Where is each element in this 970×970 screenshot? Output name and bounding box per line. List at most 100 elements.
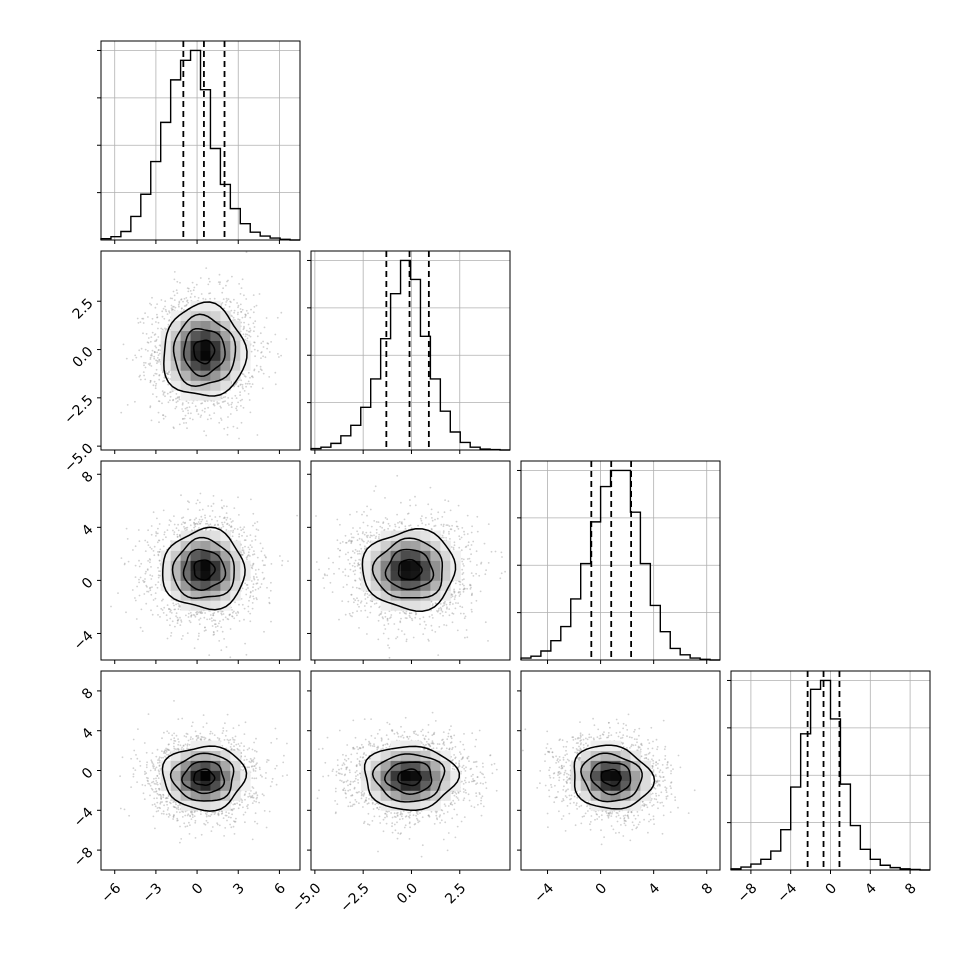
data-point bbox=[410, 527, 413, 529]
data-point bbox=[394, 525, 397, 528]
data-point bbox=[241, 553, 244, 556]
data-point bbox=[167, 383, 170, 386]
density-cell bbox=[210, 310, 221, 321]
data-point bbox=[408, 524, 410, 527]
data-point bbox=[153, 355, 156, 358]
data-point bbox=[171, 390, 174, 393]
data-point bbox=[230, 526, 233, 528]
data-point bbox=[226, 426, 229, 429]
density-cell bbox=[230, 360, 241, 371]
data-point bbox=[318, 568, 320, 571]
data-point bbox=[342, 571, 344, 573]
data-point bbox=[123, 563, 126, 566]
data-point bbox=[238, 533, 241, 536]
density-cell bbox=[430, 570, 441, 581]
data-point bbox=[147, 316, 149, 318]
data-point bbox=[186, 427, 188, 430]
data-point bbox=[192, 613, 195, 616]
contour-level-2 bbox=[172, 313, 237, 387]
data-point bbox=[244, 539, 247, 541]
data-point bbox=[172, 818, 175, 820]
data-point bbox=[336, 539, 339, 542]
data-point bbox=[384, 497, 386, 499]
density-cell bbox=[220, 360, 231, 371]
data-point bbox=[110, 605, 112, 608]
data-point bbox=[449, 509, 452, 512]
data-point bbox=[233, 610, 235, 613]
data-point bbox=[438, 626, 441, 628]
data-point bbox=[249, 555, 251, 557]
data-point bbox=[157, 336, 160, 338]
density-cell bbox=[160, 580, 172, 591]
data-point bbox=[257, 529, 260, 531]
density-cell bbox=[220, 340, 231, 351]
data-point bbox=[163, 731, 165, 734]
data-point bbox=[371, 600, 374, 603]
data-point bbox=[161, 328, 164, 331]
data-point bbox=[375, 535, 377, 538]
data-point bbox=[158, 789, 161, 791]
data-point bbox=[254, 535, 257, 538]
data-point bbox=[186, 526, 189, 529]
data-point bbox=[204, 516, 207, 519]
data-point bbox=[347, 600, 350, 603]
density-cell bbox=[200, 350, 211, 361]
data-point bbox=[248, 382, 251, 385]
data-point bbox=[345, 541, 348, 544]
data-point bbox=[151, 586, 153, 588]
data-point bbox=[255, 576, 258, 578]
data-point bbox=[165, 813, 168, 816]
data-point bbox=[189, 524, 192, 527]
data-point bbox=[456, 629, 459, 632]
data-point bbox=[245, 653, 248, 656]
data-point bbox=[241, 547, 244, 549]
data-point bbox=[246, 556, 249, 558]
data-point bbox=[179, 841, 181, 844]
density-cell bbox=[210, 350, 221, 361]
data-point bbox=[194, 730, 197, 733]
data-point bbox=[211, 826, 214, 828]
data-point bbox=[177, 396, 179, 398]
data-point bbox=[193, 286, 196, 289]
data-point bbox=[186, 814, 189, 817]
data-point bbox=[440, 609, 443, 611]
data-point bbox=[399, 612, 401, 614]
data-point bbox=[147, 777, 149, 780]
density-cell bbox=[190, 320, 201, 331]
data-point bbox=[457, 602, 459, 604]
data-point bbox=[151, 788, 154, 791]
data-point bbox=[263, 326, 266, 329]
data-point bbox=[466, 533, 469, 535]
data-point bbox=[180, 748, 183, 750]
data-point bbox=[218, 739, 221, 741]
data-point bbox=[352, 597, 355, 600]
histogram-step-line bbox=[100, 49, 300, 241]
data-point bbox=[170, 307, 173, 310]
data-point bbox=[149, 358, 152, 360]
data-point bbox=[191, 738, 194, 740]
data-point bbox=[259, 774, 262, 777]
data-point bbox=[157, 354, 160, 357]
density-cell bbox=[160, 570, 172, 581]
data-point bbox=[154, 333, 157, 335]
contour-level-3 bbox=[163, 301, 248, 397]
data-point bbox=[139, 378, 142, 381]
data-point bbox=[249, 376, 251, 379]
data-point bbox=[244, 545, 246, 548]
data-point bbox=[421, 515, 423, 517]
data-point bbox=[143, 742, 146, 744]
data-point bbox=[216, 823, 219, 826]
data-point bbox=[173, 271, 176, 273]
data-point bbox=[249, 591, 252, 594]
data-point bbox=[448, 614, 451, 617]
data-point bbox=[254, 539, 257, 541]
data-point bbox=[226, 516, 229, 519]
data-point bbox=[175, 405, 178, 408]
data-point bbox=[135, 618, 138, 620]
data-point bbox=[186, 733, 189, 735]
data-point bbox=[187, 616, 190, 618]
data-point bbox=[244, 790, 247, 793]
data-point bbox=[152, 763, 155, 766]
data-point bbox=[483, 542, 486, 545]
histogram-step-line bbox=[730, 679, 930, 871]
